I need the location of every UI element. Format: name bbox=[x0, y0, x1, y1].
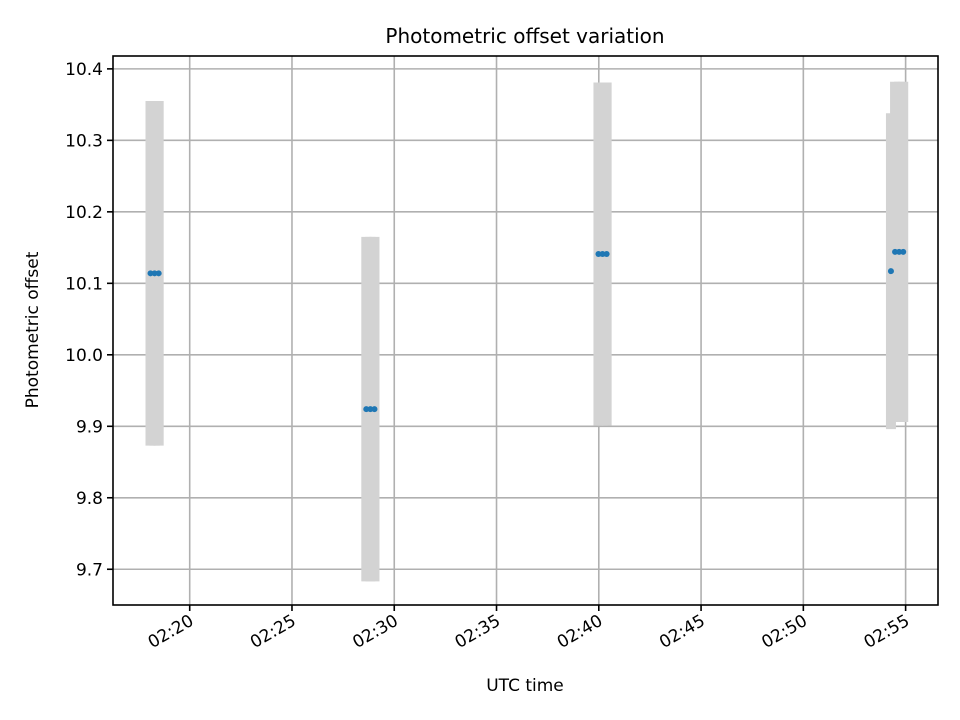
chart-title: Photometric offset variation bbox=[385, 24, 664, 48]
data-point bbox=[887, 268, 894, 275]
y-tick-label: 9.8 bbox=[76, 489, 103, 509]
data-point bbox=[371, 406, 378, 413]
y-tick-label: 10.4 bbox=[65, 60, 103, 80]
data-point bbox=[603, 251, 610, 258]
y-tick-label: 10.2 bbox=[65, 203, 103, 223]
y-tick-label: 10.3 bbox=[65, 131, 103, 151]
x-axis-label: UTC time bbox=[486, 676, 564, 696]
y-tick-label: 9.9 bbox=[76, 417, 103, 437]
data-point bbox=[900, 248, 907, 255]
y-axis-label: Photometric offset bbox=[23, 251, 43, 408]
y-tick-label: 10.0 bbox=[65, 346, 103, 366]
y-tick-label: 9.7 bbox=[76, 560, 103, 580]
data-points bbox=[147, 248, 907, 413]
plot-frame bbox=[112, 55, 939, 606]
data-point bbox=[155, 270, 162, 277]
y-tick-label: 10.1 bbox=[65, 274, 103, 294]
